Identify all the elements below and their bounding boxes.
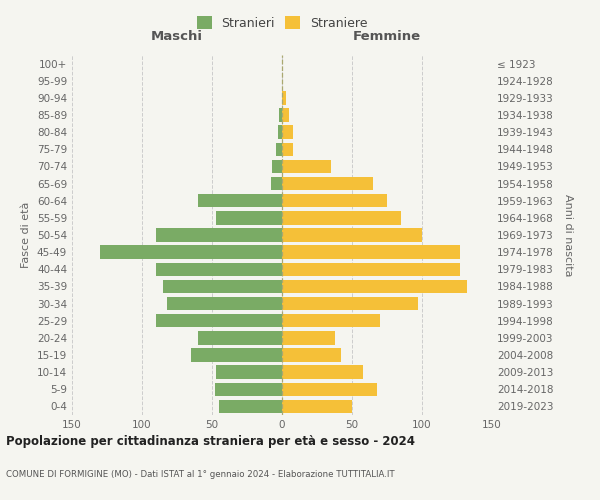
Bar bbox=[282, 400, 352, 413]
Bar bbox=[282, 262, 460, 276]
Text: COMUNE DI FORMIGINE (MO) - Dati ISTAT al 1° gennaio 2024 - Elaborazione TUTTITAL: COMUNE DI FORMIGINE (MO) - Dati ISTAT al… bbox=[6, 470, 395, 479]
Bar bbox=[191, 348, 282, 362]
Y-axis label: Fasce di età: Fasce di età bbox=[22, 202, 31, 268]
Bar bbox=[277, 142, 282, 156]
Bar bbox=[282, 228, 422, 241]
Bar bbox=[216, 211, 282, 224]
Bar bbox=[282, 246, 460, 259]
Bar bbox=[282, 382, 377, 396]
Bar bbox=[282, 314, 380, 328]
Bar bbox=[282, 331, 335, 344]
Bar bbox=[216, 366, 282, 379]
Bar bbox=[272, 160, 282, 173]
Bar bbox=[198, 331, 282, 344]
Bar bbox=[156, 262, 282, 276]
Bar bbox=[156, 314, 282, 328]
Bar bbox=[219, 400, 282, 413]
Bar bbox=[282, 280, 467, 293]
Text: Maschi: Maschi bbox=[151, 30, 203, 43]
Bar bbox=[167, 297, 282, 310]
Bar bbox=[282, 126, 293, 139]
Bar bbox=[100, 246, 282, 259]
Bar bbox=[282, 194, 387, 207]
Bar bbox=[282, 348, 341, 362]
Bar bbox=[282, 297, 418, 310]
Bar bbox=[282, 160, 331, 173]
Legend: Stranieri, Straniere: Stranieri, Straniere bbox=[191, 11, 373, 35]
Bar bbox=[279, 108, 282, 122]
Y-axis label: Anni di nascita: Anni di nascita bbox=[563, 194, 573, 276]
Bar bbox=[282, 211, 401, 224]
Text: Popolazione per cittadinanza straniera per età e sesso - 2024: Popolazione per cittadinanza straniera p… bbox=[6, 435, 415, 448]
Bar bbox=[282, 142, 293, 156]
Text: Femmine: Femmine bbox=[353, 30, 421, 43]
Bar bbox=[282, 177, 373, 190]
Bar bbox=[215, 382, 282, 396]
Bar bbox=[163, 280, 282, 293]
Bar bbox=[156, 228, 282, 241]
Bar bbox=[271, 177, 282, 190]
Bar bbox=[282, 366, 363, 379]
Bar bbox=[282, 91, 286, 104]
Bar bbox=[278, 126, 282, 139]
Bar bbox=[282, 108, 289, 122]
Bar bbox=[198, 194, 282, 207]
